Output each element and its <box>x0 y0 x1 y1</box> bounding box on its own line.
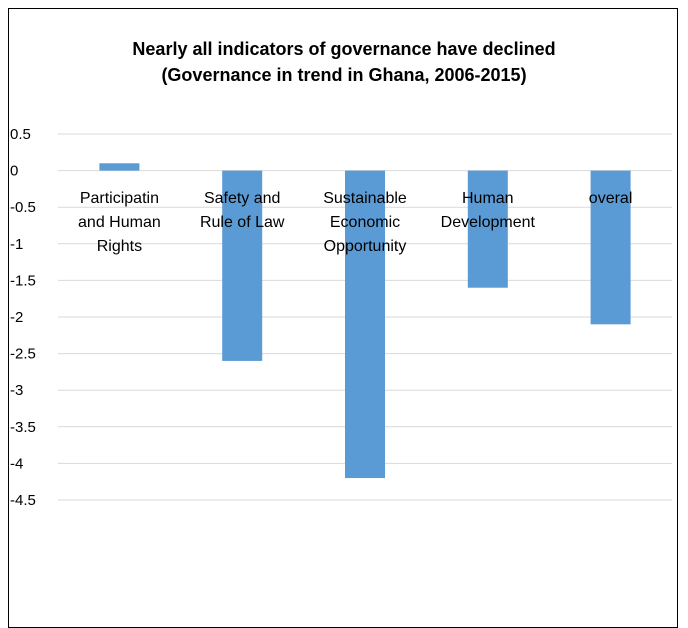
y-tick-label: -0.5 <box>10 199 36 216</box>
y-tick-label: -3.5 <box>10 419 36 436</box>
chart-frame <box>8 8 678 628</box>
y-tick-label: -4.5 <box>10 492 36 509</box>
x-category-label-line: overal <box>589 190 633 207</box>
x-category-label: Participatin and Human Rights <box>78 190 161 255</box>
x-category-label-line: Opportunity <box>324 238 407 255</box>
x-category-label-line: Human <box>462 190 514 207</box>
y-tick-label: 0 <box>10 163 18 180</box>
chart-title-block: Nearly all indicators of governance have… <box>0 36 688 88</box>
x-category-label: Safety and Rule of Law <box>200 190 285 231</box>
x-category-label: overal <box>589 190 633 207</box>
x-category-label-line: Development <box>441 214 536 231</box>
y-tick-label: -2.5 <box>10 346 36 363</box>
x-category-label-line: Safety and <box>204 190 281 207</box>
x-category-label-line: Rights <box>97 238 142 255</box>
bar <box>590 170 631 325</box>
bar <box>467 170 508 288</box>
x-category-label-line: Rule of Law <box>200 214 285 231</box>
x-category-label-line: Economic <box>330 214 400 231</box>
y-tick-label: -3 <box>10 382 23 399</box>
chart-subtitle: (Governance in trend in Ghana, 2006-2015… <box>161 65 527 85</box>
bar-chart: 0.5 0 -0.5 -1 -1.5 -2 -2.5 -3 -3.5 -4 -4.5 Particip… <box>10 126 672 509</box>
x-category-label: Sustainable Economic Opportunity <box>323 190 407 255</box>
bar <box>99 163 140 171</box>
chart-title: Nearly all indicators of governance have… <box>132 39 556 59</box>
x-category-label-line: Participatin <box>80 190 159 207</box>
bar <box>222 170 263 361</box>
y-tick-label: 0.5 <box>10 126 31 143</box>
x-category-label-line: Sustainable <box>323 190 407 207</box>
x-category-label-line: and Human <box>78 214 161 231</box>
y-tick-label: -1 <box>10 236 23 253</box>
y-tick-label: -2 <box>10 309 23 326</box>
y-tick-label: -4 <box>10 455 23 472</box>
x-category-label: Human Development <box>441 190 536 231</box>
y-tick-label: -1.5 <box>10 272 36 289</box>
bar <box>345 170 385 479</box>
